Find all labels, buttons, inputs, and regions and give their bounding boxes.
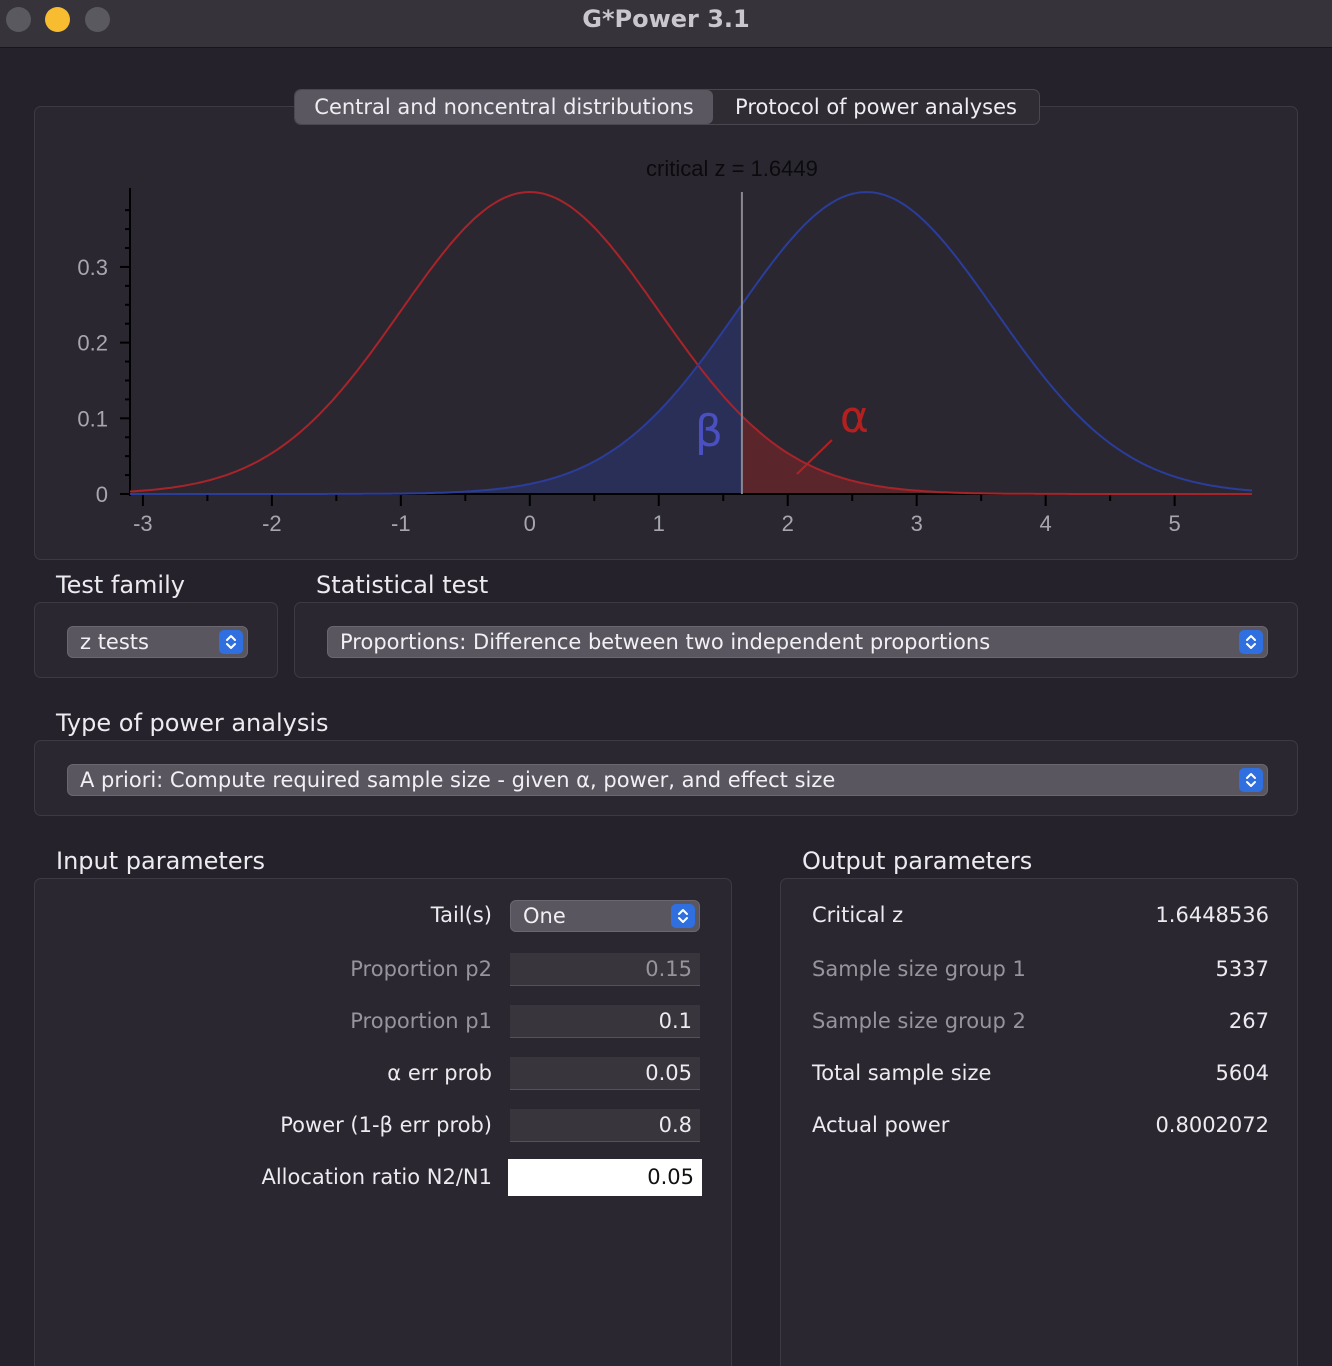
proportion-p2-field[interactable]: 0.15 — [510, 953, 700, 986]
x-tick-label: -2 — [262, 511, 282, 536]
tails-select[interactable]: One — [510, 900, 700, 932]
y-tick-label: 0.2 — [77, 331, 108, 356]
y-tick-label: 0 — [96, 482, 108, 507]
sample-size-group1-label: Sample size group 1 — [812, 957, 1026, 981]
x-tick-label: 2 — [782, 511, 794, 536]
beta-label: β — [695, 406, 723, 457]
test-family-value: z tests — [80, 630, 149, 654]
x-tick-label: -1 — [391, 511, 411, 536]
close-window-button[interactable] — [6, 7, 31, 32]
sample-size-group1-value: 5337 — [1215, 957, 1269, 981]
sample-size-group2-label: Sample size group 2 — [812, 1009, 1026, 1033]
tails-label: Tail(s) — [430, 903, 492, 927]
power-field[interactable]: 0.8 — [510, 1109, 700, 1142]
central-distribution-curve — [129, 190, 1252, 495]
power-label: Power (1-β err prob) — [280, 1113, 492, 1137]
critical-z-label: Critical z — [812, 903, 904, 927]
allocation-ratio-field[interactable]: 0.05 — [508, 1159, 702, 1196]
test-family-heading: Test family — [56, 571, 185, 599]
proportion-p1-label: Proportion p1 — [350, 1009, 492, 1033]
x-tick-label: 3 — [911, 511, 923, 536]
chevron-updown-icon — [1239, 768, 1263, 792]
alpha-region — [741, 415, 1252, 494]
beta-region — [130, 304, 742, 494]
sample-size-group2-value: 267 — [1228, 1009, 1269, 1033]
total-sample-size-label: Total sample size — [812, 1061, 992, 1085]
chevron-updown-icon — [219, 630, 243, 654]
proportion-p1-field[interactable]: 0.1 — [510, 1005, 700, 1038]
alpha-pointer — [796, 439, 833, 475]
output-parameters-heading: Output parameters — [802, 847, 1033, 875]
proportion-p2-label: Proportion p2 — [350, 957, 492, 981]
title-bar: G*Power 3.1 — [0, 0, 1332, 48]
x-tick-label: 1 — [653, 511, 665, 536]
alpha-label: α — [840, 392, 869, 443]
output-parameters-group — [780, 878, 1298, 1366]
x-tick-label: 5 — [1168, 511, 1180, 536]
minimize-window-button[interactable] — [45, 7, 70, 32]
window-title: G*Power 3.1 — [582, 5, 750, 33]
x-tick-label: 0 — [524, 511, 536, 536]
input-parameters-heading: Input parameters — [56, 847, 265, 875]
power-analysis-select[interactable]: A priori: Compute required sample size -… — [67, 764, 1268, 796]
chevron-updown-icon — [1239, 630, 1263, 654]
total-sample-size-value: 5604 — [1215, 1061, 1269, 1085]
tab-distributions[interactable]: Central and noncentral distributions — [295, 90, 713, 124]
x-tick-label: 4 — [1040, 511, 1052, 536]
statistical-test-select[interactable]: Proportions: Difference between two inde… — [327, 626, 1268, 658]
tails-value: One — [523, 904, 566, 928]
noncentral-distribution-curve — [130, 191, 1253, 495]
power-analysis-heading: Type of power analysis — [56, 709, 329, 737]
alpha-err-prob-field[interactable]: 0.05 — [510, 1057, 700, 1090]
chart-title: critical z = 1.6449 — [646, 156, 818, 181]
actual-power-label: Actual power — [812, 1113, 950, 1137]
allocation-ratio-label: Allocation ratio N2/N1 — [261, 1165, 492, 1189]
y-tick-label: 0.3 — [77, 255, 108, 280]
distribution-chart: -3 -2 -1 0 1 2 3 4 5 0 0.1 0.2 0.3 critical z = 1.64… — [77, 156, 1253, 536]
alpha-err-prob-label: α err prob — [387, 1061, 492, 1085]
actual-power-value: 0.8002072 — [1155, 1113, 1269, 1137]
critical-z-value: 1.6448536 — [1155, 903, 1269, 927]
tab-protocol[interactable]: Protocol of power analyses — [735, 95, 1017, 119]
y-tick-label: 0.1 — [77, 406, 108, 431]
view-tabs: Central and noncentral distributions Pro… — [294, 89, 1040, 125]
zoom-window-button[interactable] — [85, 7, 110, 32]
power-analysis-value: A priori: Compute required sample size -… — [80, 768, 836, 792]
x-tick-label: -3 — [133, 511, 153, 536]
test-family-select[interactable]: z tests — [67, 626, 248, 658]
statistical-test-value: Proportions: Difference between two inde… — [340, 630, 991, 654]
chevron-updown-icon — [671, 904, 695, 928]
statistical-test-heading: Statistical test — [316, 571, 489, 599]
